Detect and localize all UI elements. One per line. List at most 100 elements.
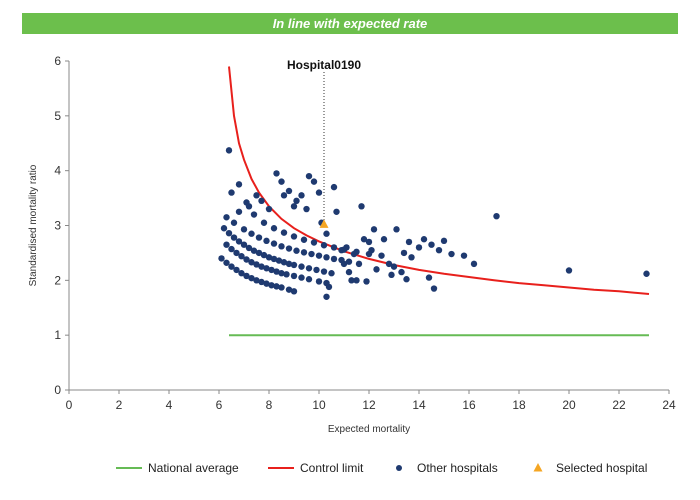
other-hospital-point bbox=[390, 263, 398, 270]
other-hospital-point bbox=[340, 260, 348, 268]
other-hospital-point bbox=[310, 239, 318, 246]
other-hospital-point bbox=[230, 219, 238, 226]
y-tick-label: 6 bbox=[54, 54, 61, 68]
other-hospital-point bbox=[343, 244, 350, 251]
plot-area bbox=[218, 66, 650, 337]
other-hospital-point bbox=[380, 236, 388, 243]
other-hospital-point bbox=[435, 246, 443, 254]
other-hospital-point bbox=[368, 246, 375, 254]
other-hospital-point bbox=[250, 247, 258, 254]
other-hospital-point bbox=[328, 270, 335, 277]
other-hospital-point bbox=[280, 192, 288, 199]
other-hospital-point bbox=[348, 277, 355, 284]
other-hospital-point bbox=[278, 270, 285, 277]
other-hospital-point bbox=[275, 257, 283, 264]
x-tick-label: 18 bbox=[512, 398, 526, 412]
other-hospital-point bbox=[333, 208, 340, 215]
other-hospital-point bbox=[365, 238, 373, 246]
other-hospital-point bbox=[415, 244, 423, 251]
other-hospital-point bbox=[398, 268, 405, 276]
other-hospital-point bbox=[278, 178, 285, 185]
x-tick-label: 14 bbox=[412, 398, 426, 412]
other-hospital-point bbox=[268, 282, 275, 289]
other-hospital-point bbox=[265, 205, 273, 213]
y-axis-title: Standardised mortality ratio bbox=[28, 164, 39, 286]
other-hospital-point bbox=[243, 256, 250, 263]
other-hospital-point bbox=[430, 285, 438, 292]
other-hospital-point bbox=[280, 229, 288, 236]
other-hospital-point bbox=[253, 261, 260, 268]
other-hospital-point bbox=[363, 278, 370, 285]
other-hospital-point bbox=[248, 274, 255, 282]
other-hospital-point bbox=[320, 242, 328, 249]
other-hospital-point bbox=[228, 189, 235, 196]
x-tick-label: 20 bbox=[562, 398, 576, 412]
other-hospital-point bbox=[273, 268, 280, 275]
y-tick-label: 3 bbox=[54, 219, 61, 233]
other-hospital-point bbox=[273, 170, 280, 177]
x-tick-label: 4 bbox=[166, 398, 173, 412]
x-tick-label: 0 bbox=[66, 398, 73, 412]
other-hospital-point bbox=[428, 241, 435, 248]
other-hospital-point bbox=[470, 260, 478, 268]
other-hospital-point bbox=[355, 260, 363, 268]
other-hospital-point bbox=[263, 280, 270, 287]
other-hospital-point bbox=[325, 283, 333, 291]
other-hospital-point bbox=[405, 238, 413, 246]
x-tick-label: 24 bbox=[662, 398, 676, 412]
other-hospital-point bbox=[308, 250, 315, 258]
other-hospital-point bbox=[233, 266, 240, 274]
other-hospital-point bbox=[385, 260, 393, 268]
other-hospital-point bbox=[225, 229, 233, 237]
other-hospital-point bbox=[315, 278, 323, 285]
other-hospital-point bbox=[388, 271, 395, 279]
other-hospital-point bbox=[393, 226, 400, 233]
other-hospital-point bbox=[265, 254, 273, 261]
other-hospital-point bbox=[235, 208, 243, 215]
other-hospital-point bbox=[255, 234, 263, 241]
legend-label-national-average: National average bbox=[148, 461, 239, 475]
legend-swatch-selected-hospital bbox=[533, 463, 543, 472]
legend-label-selected-hospital: Selected hospital bbox=[556, 461, 647, 475]
other-hospital-point bbox=[223, 214, 230, 221]
other-hospital-point bbox=[358, 203, 365, 210]
other-hospital-point bbox=[270, 240, 278, 247]
other-hospital-point bbox=[378, 252, 385, 259]
other-hospital-point bbox=[565, 267, 573, 274]
other-hospital-point bbox=[330, 255, 338, 263]
other-hospital-point bbox=[245, 244, 253, 252]
other-hospital-point bbox=[263, 237, 270, 245]
y-tick-label: 0 bbox=[54, 383, 61, 397]
other-hospital-point bbox=[223, 259, 230, 266]
other-hospital-point bbox=[360, 236, 368, 243]
other-hospital-point bbox=[315, 252, 323, 259]
other-hospital-point bbox=[400, 249, 408, 257]
other-hospital-point bbox=[285, 187, 293, 195]
other-hospital-point bbox=[273, 283, 280, 290]
x-tick-label: 8 bbox=[266, 398, 273, 412]
legend: National average Control limit Other hospi… bbox=[116, 461, 647, 475]
other-hospital-point bbox=[323, 293, 330, 300]
other-hospital-point bbox=[293, 197, 300, 205]
other-hospital-point bbox=[330, 244, 338, 251]
other-hospital-point bbox=[448, 250, 455, 258]
other-hospital-point bbox=[403, 276, 410, 283]
other-hospital-point bbox=[235, 181, 243, 188]
other-hospital-point bbox=[315, 189, 323, 196]
other-hospital-point bbox=[305, 172, 313, 180]
other-hospital-point bbox=[293, 247, 300, 254]
other-hospital-point bbox=[460, 252, 468, 259]
other-hospital-point bbox=[220, 225, 228, 232]
other-hospital-point bbox=[305, 276, 313, 283]
other-hospital-point bbox=[310, 178, 318, 185]
other-hospital-point bbox=[323, 230, 330, 237]
y-tick-label: 1 bbox=[54, 328, 61, 342]
other-hospital-point bbox=[290, 272, 298, 280]
other-hospital-point bbox=[420, 236, 428, 243]
other-hospital-point bbox=[350, 250, 358, 258]
other-hospital-point bbox=[228, 263, 235, 270]
other-hospital-point bbox=[268, 266, 275, 274]
x-tick-label: 10 bbox=[312, 398, 326, 412]
other-hospital-point bbox=[253, 192, 260, 199]
